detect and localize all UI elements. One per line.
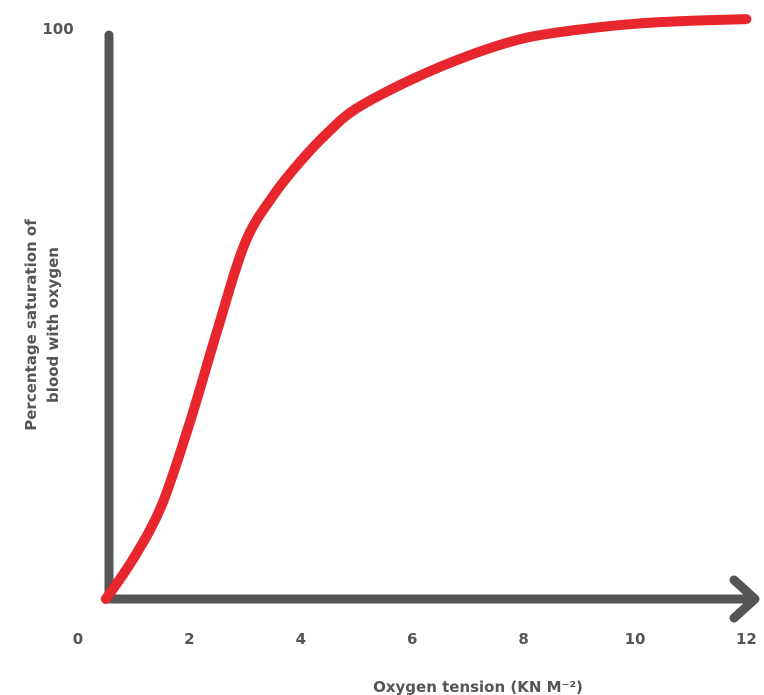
y-axis-label-line-2: blood with oxygen	[44, 247, 62, 403]
x-axis-label: Oxygen tension (KN M⁻²)	[373, 678, 583, 695]
y-tick-labels: 100	[42, 20, 73, 38]
x-axis-arrowhead	[729, 575, 760, 623]
x-tick-label: 2	[184, 630, 194, 648]
x-tick-label: 8	[518, 630, 528, 648]
y-tick-label: 100	[42, 20, 73, 38]
x-tick-label: 0	[73, 630, 83, 648]
x-tick-labels: 0 2 4 6 8 10 12	[73, 630, 757, 648]
x-tick-label: 12	[736, 630, 757, 648]
saturation-curve	[100, 14, 752, 604]
y-axis-label-line-1: Percentage saturation of	[22, 219, 40, 431]
x-tick-label: 6	[407, 630, 417, 648]
x-tick-label: 4	[296, 630, 306, 648]
x-tick-label: 10	[625, 630, 646, 648]
